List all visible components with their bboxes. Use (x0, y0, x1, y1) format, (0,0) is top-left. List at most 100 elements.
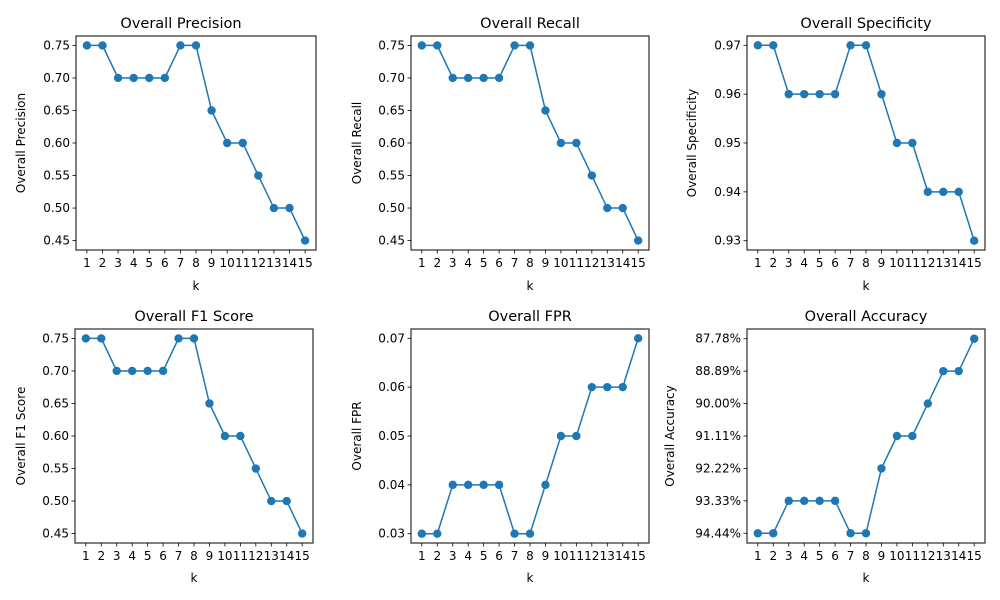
data-point (769, 529, 778, 538)
x-axis-label: k (863, 279, 870, 293)
x-tick-label: 15 (967, 256, 982, 270)
data-point (556, 431, 566, 441)
data-point (207, 106, 216, 115)
data-point (799, 496, 809, 506)
x-tick-label: 6 (495, 256, 503, 270)
panel-specificity: Overall Specificity k Overall Specificit… (685, 16, 986, 293)
x-tick-label: 3 (785, 549, 793, 563)
y-tick-label: 0.60 (43, 136, 70, 150)
x-tick-label: 14 (279, 549, 294, 563)
x-tick-label: 14 (951, 256, 966, 270)
x-tick-label: 6 (159, 549, 167, 563)
data-point (753, 529, 763, 538)
data-point (479, 480, 488, 490)
data-point (908, 431, 917, 441)
x-tick-label: 1 (82, 549, 90, 563)
panel-title: Overall FPR (488, 309, 572, 325)
plot-area: 1 2 3 4 5 6 7 8 9 10 11 12 13 14 150.450.500.550.600.6… (42, 328, 314, 563)
x-tick-label: 8 (862, 549, 870, 563)
x-tick-label: 8 (526, 549, 534, 563)
x-tick-label: 10 (889, 549, 904, 563)
data-point (448, 480, 457, 490)
y-tick-label: 0.70 (43, 71, 70, 85)
x-tick-label: 14 (615, 256, 630, 270)
data-point (98, 41, 107, 50)
x-tick-label: 9 (542, 549, 550, 563)
x-tick-label: 5 (480, 256, 488, 270)
x-tick-label: 6 (161, 256, 169, 270)
data-point (254, 171, 263, 180)
data-point (222, 138, 232, 148)
x-tick-label: 15 (967, 549, 982, 563)
x-tick-label: 9 (878, 549, 886, 563)
data-point (82, 41, 92, 50)
y-tick-label: 0.45 (43, 234, 70, 248)
x-tick-label: 7 (511, 549, 519, 563)
y-tick-label: 0.55 (43, 169, 70, 183)
panel-title: Overall Accuracy (805, 309, 928, 325)
y-tick-label: 0.06 (378, 380, 405, 394)
x-tick-label: 14 (282, 256, 297, 270)
data-point (220, 431, 230, 441)
y-tick-label: 90.00% (695, 397, 741, 411)
data-point (769, 41, 778, 50)
x-tick-label: 3 (449, 549, 457, 563)
data-point (618, 203, 627, 213)
data-point (892, 431, 902, 441)
data-point (861, 529, 871, 538)
data-point (236, 431, 245, 441)
plot-area: 1 2 3 4 5 6 7 8 9 10 11 12 13 14 150.450.500.550.600.6… (378, 35, 650, 270)
y-tick-label: 93.33% (695, 494, 741, 508)
x-tick-label: 6 (831, 256, 839, 270)
data-point (877, 89, 886, 99)
data-point (784, 496, 793, 506)
x-tick-label: 7 (175, 549, 183, 563)
x-tick-label: 3 (785, 256, 793, 270)
data-point (954, 366, 963, 376)
y-tick-label: 0.60 (378, 136, 405, 150)
y-tick-label: 94.44% (695, 526, 741, 540)
data-point (191, 41, 201, 50)
x-tick-label: 12 (584, 256, 599, 270)
x-tick-label: 9 (542, 256, 550, 270)
y-tick-label: 0.95 (714, 136, 741, 150)
panel-title: Overall Precision (120, 16, 241, 32)
data-point (799, 89, 809, 99)
x-tick-label: 10 (553, 256, 568, 270)
data-point (815, 496, 824, 506)
x-tick-label: 12 (251, 256, 266, 270)
data-point (297, 529, 307, 538)
data-point (525, 41, 535, 50)
x-tick-label: 11 (905, 256, 920, 270)
x-tick-label: 12 (920, 256, 935, 270)
x-tick-label: 3 (114, 256, 122, 270)
data-point (939, 187, 948, 197)
x-tick-label: 3 (449, 256, 457, 270)
data-point (479, 73, 488, 83)
x-tick-label: 2 (433, 549, 441, 563)
x-tick-label: 2 (433, 256, 441, 270)
x-tick-label: 15 (295, 549, 310, 563)
data-point (939, 366, 948, 376)
data-point (815, 89, 824, 99)
y-tick-label: 0.65 (43, 103, 70, 117)
x-tick-label: 1 (754, 256, 762, 270)
data-point (572, 138, 581, 148)
y-tick-label: 0.97 (714, 38, 741, 52)
x-tick-label: 6 (495, 549, 503, 563)
x-tick-label: 8 (192, 256, 200, 270)
data-point (846, 41, 855, 50)
y-axis-label: Overall Precision (14, 93, 28, 193)
data-point (633, 334, 643, 343)
data-point (251, 464, 261, 473)
data-point (830, 89, 840, 99)
x-tick-label: 10 (889, 256, 904, 270)
x-tick-label: 13 (264, 549, 279, 563)
data-point (81, 334, 91, 343)
x-tick-label: 14 (951, 549, 966, 563)
data-point (494, 480, 504, 490)
plot-area: 1 2 3 4 5 6 7 8 9 10 11 12 13 14 150.450.500.550.600.6… (43, 35, 317, 270)
x-tick-label: 11 (569, 256, 584, 270)
